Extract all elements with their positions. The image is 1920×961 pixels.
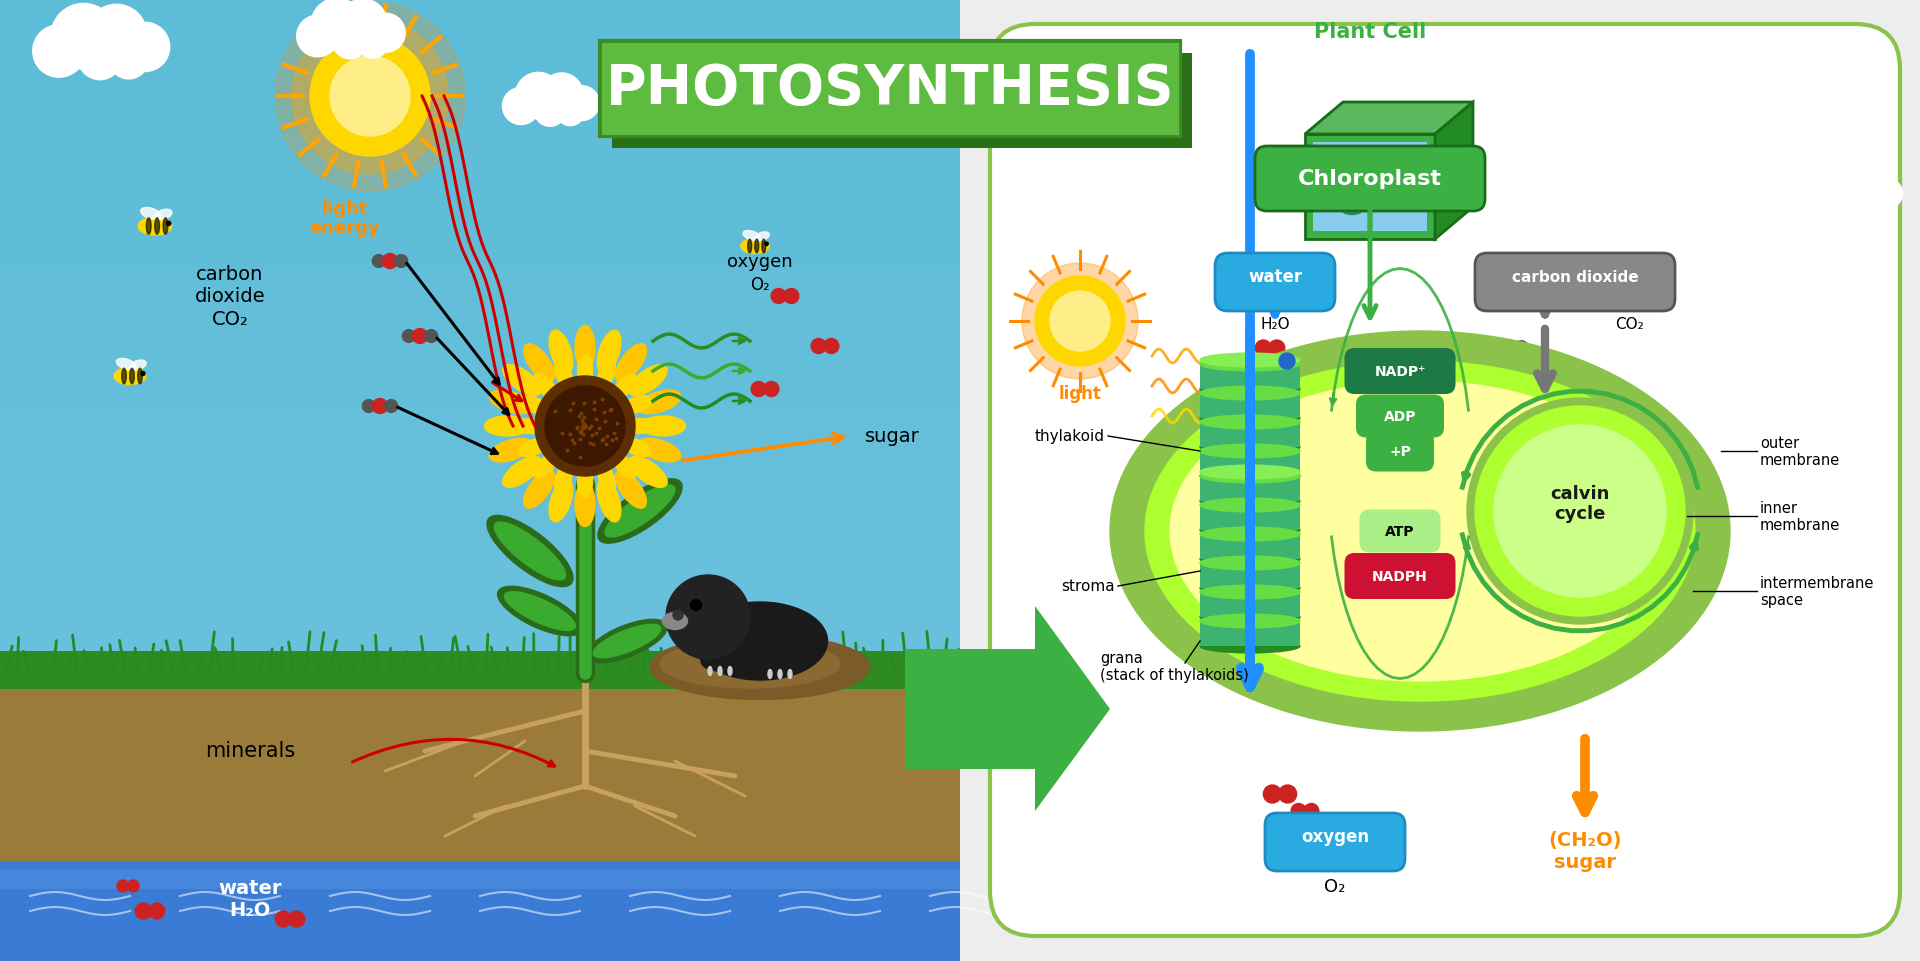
Circle shape — [372, 256, 386, 268]
Circle shape — [424, 331, 438, 343]
Circle shape — [1279, 785, 1296, 803]
Circle shape — [691, 600, 701, 611]
FancyBboxPatch shape — [1200, 394, 1300, 419]
Ellipse shape — [1200, 556, 1300, 570]
FancyBboxPatch shape — [1365, 431, 1434, 472]
Circle shape — [33, 26, 84, 78]
Circle shape — [776, 78, 803, 105]
Circle shape — [1035, 277, 1125, 366]
Circle shape — [1872, 180, 1903, 209]
Ellipse shape — [755, 240, 758, 254]
Ellipse shape — [131, 360, 146, 371]
Ellipse shape — [534, 453, 559, 479]
Ellipse shape — [1340, 205, 1363, 215]
Circle shape — [311, 0, 363, 51]
Ellipse shape — [1200, 386, 1300, 401]
Ellipse shape — [741, 239, 770, 255]
Circle shape — [1290, 803, 1306, 819]
FancyBboxPatch shape — [1344, 554, 1455, 600]
Ellipse shape — [614, 344, 647, 382]
Circle shape — [1688, 37, 1743, 92]
Circle shape — [1747, 53, 1789, 94]
Circle shape — [503, 88, 540, 126]
Circle shape — [86, 5, 146, 66]
Ellipse shape — [1200, 581, 1300, 595]
Ellipse shape — [597, 480, 682, 544]
Circle shape — [357, 28, 388, 59]
Ellipse shape — [1200, 416, 1300, 430]
Text: inner
membrane: inner membrane — [1761, 501, 1839, 532]
Text: NADP⁺: NADP⁺ — [1375, 364, 1427, 379]
Ellipse shape — [641, 416, 685, 436]
Circle shape — [50, 5, 117, 70]
Ellipse shape — [1200, 466, 1300, 480]
FancyBboxPatch shape — [1200, 423, 1300, 448]
Ellipse shape — [113, 368, 146, 385]
Ellipse shape — [1200, 639, 1300, 653]
FancyBboxPatch shape — [1200, 364, 1300, 389]
Circle shape — [372, 399, 388, 414]
Ellipse shape — [637, 439, 682, 462]
FancyBboxPatch shape — [612, 54, 1192, 149]
Ellipse shape — [503, 365, 541, 396]
Text: water: water — [1248, 268, 1302, 286]
Text: water
H₂O: water H₂O — [219, 878, 282, 920]
FancyBboxPatch shape — [0, 652, 960, 689]
Ellipse shape — [708, 667, 712, 676]
Circle shape — [382, 255, 397, 269]
Circle shape — [109, 40, 148, 80]
Circle shape — [384, 400, 397, 413]
Ellipse shape — [549, 331, 572, 374]
FancyBboxPatch shape — [0, 0, 960, 136]
Circle shape — [749, 71, 781, 103]
Ellipse shape — [140, 209, 161, 220]
FancyBboxPatch shape — [1200, 622, 1300, 647]
Ellipse shape — [574, 326, 595, 371]
Circle shape — [536, 377, 636, 477]
Circle shape — [564, 86, 599, 121]
Circle shape — [340, 0, 388, 48]
Ellipse shape — [630, 365, 668, 396]
Text: light
energy: light energy — [309, 200, 380, 237]
Circle shape — [540, 74, 584, 116]
Ellipse shape — [1169, 382, 1670, 681]
FancyBboxPatch shape — [0, 136, 960, 270]
Ellipse shape — [524, 344, 555, 382]
Circle shape — [674, 610, 684, 621]
Circle shape — [1711, 63, 1749, 102]
Circle shape — [330, 57, 411, 136]
Circle shape — [1830, 168, 1870, 208]
Circle shape — [515, 73, 563, 119]
Circle shape — [803, 69, 833, 99]
Circle shape — [534, 96, 566, 127]
Circle shape — [557, 99, 584, 127]
Ellipse shape — [1200, 585, 1300, 600]
Polygon shape — [1306, 103, 1473, 135]
Ellipse shape — [574, 482, 595, 527]
Circle shape — [292, 19, 447, 175]
Circle shape — [1304, 803, 1319, 819]
Ellipse shape — [1200, 610, 1300, 625]
Ellipse shape — [1200, 528, 1300, 541]
Ellipse shape — [588, 620, 668, 663]
Ellipse shape — [138, 369, 142, 384]
Circle shape — [413, 330, 428, 344]
Text: Plant Cell: Plant Cell — [1313, 22, 1427, 42]
Circle shape — [1672, 55, 1716, 99]
FancyBboxPatch shape — [599, 42, 1181, 136]
Ellipse shape — [778, 670, 781, 678]
FancyBboxPatch shape — [1200, 534, 1300, 559]
Ellipse shape — [1200, 553, 1300, 566]
Text: carbon dioxide: carbon dioxide — [1511, 269, 1638, 284]
Ellipse shape — [1200, 470, 1300, 483]
Circle shape — [1500, 340, 1517, 357]
Text: PHOTOSYNTHESIS: PHOTOSYNTHESIS — [605, 62, 1175, 116]
FancyBboxPatch shape — [1475, 254, 1674, 311]
Circle shape — [1279, 354, 1294, 370]
Circle shape — [824, 339, 839, 355]
Circle shape — [666, 576, 751, 659]
Ellipse shape — [597, 331, 620, 374]
Circle shape — [275, 2, 465, 192]
Circle shape — [772, 289, 785, 305]
